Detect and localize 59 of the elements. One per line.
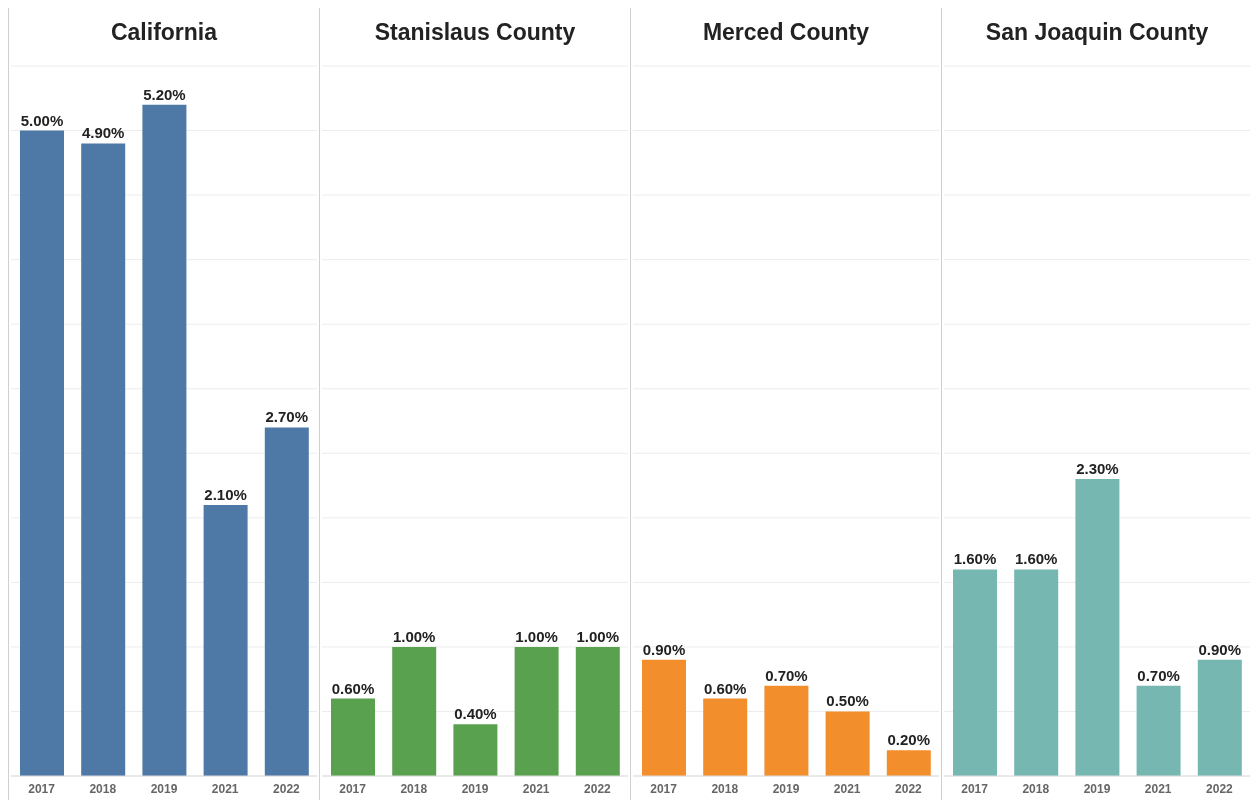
x-tick-label: 2021 (522, 781, 550, 796)
bar (81, 143, 126, 776)
x-tick-label: 2019 (772, 781, 800, 796)
chart-title: Merced County (701, 17, 871, 47)
data-label: 0.90% (642, 640, 686, 658)
data-label: 0.70% (765, 666, 808, 684)
bar (1014, 569, 1059, 776)
bar (1075, 479, 1120, 776)
data-label: 0.40% (454, 705, 497, 723)
bar (1136, 685, 1181, 776)
x-tick-label: 2018 (711, 781, 739, 796)
x-tick-label: 2018 (400, 781, 428, 796)
data-label: 0.60% (331, 679, 375, 697)
chart-title: Stanislaus County (373, 17, 577, 47)
bar (886, 750, 931, 776)
x-tick-label: 2021 (833, 781, 861, 796)
bar (703, 698, 748, 776)
data-label: 1.00% (392, 627, 436, 645)
bar (953, 569, 997, 776)
data-label: 2.10% (204, 485, 247, 503)
chart-title: San Joaquin County (984, 17, 1210, 47)
x-tick-label: 2017 (961, 781, 989, 796)
data-label: 5.00% (20, 111, 64, 129)
data-label: 5.20% (143, 85, 186, 103)
data-label: 0.20% (887, 731, 931, 749)
x-tick-label: 2018 (1022, 781, 1050, 796)
bar (20, 130, 64, 776)
bar (764, 685, 809, 776)
x-tick-label: 2019 (150, 781, 178, 796)
chart-title: California (109, 17, 219, 47)
bar (203, 504, 248, 776)
x-tick-label: 2022 (1206, 781, 1234, 796)
data-label: 2.70% (265, 408, 309, 426)
bar (264, 427, 309, 776)
data-label: 2.30% (1076, 460, 1119, 478)
x-tick-label: 2022 (273, 781, 301, 796)
bar (825, 711, 870, 776)
x-tick-label: 2017 (339, 781, 367, 796)
x-tick-label: 2019 (1083, 781, 1111, 796)
data-label: 0.50% (826, 692, 869, 710)
data-label: 4.90% (81, 124, 125, 142)
x-tick-label: 2022 (584, 781, 612, 796)
x-tick-label: 2022 (895, 781, 923, 796)
data-label: 1.60% (953, 550, 997, 568)
bar (1197, 659, 1242, 776)
data-label: 0.90% (1198, 640, 1242, 658)
bar (642, 659, 686, 776)
x-tick-label: 2021 (1144, 781, 1172, 796)
data-label: 1.00% (515, 627, 558, 645)
data-label: 0.60% (703, 679, 747, 697)
data-label: 1.60% (1014, 550, 1058, 568)
x-tick-label: 2021 (211, 781, 239, 796)
bar (142, 104, 187, 776)
data-label: 1.00% (576, 627, 620, 645)
x-tick-label: 2017 (650, 781, 678, 796)
x-tick-label: 2018 (89, 781, 117, 796)
x-tick-label: 2019 (461, 781, 489, 796)
data-label: 0.70% (1137, 666, 1180, 684)
x-tick-label: 2017 (28, 781, 56, 796)
